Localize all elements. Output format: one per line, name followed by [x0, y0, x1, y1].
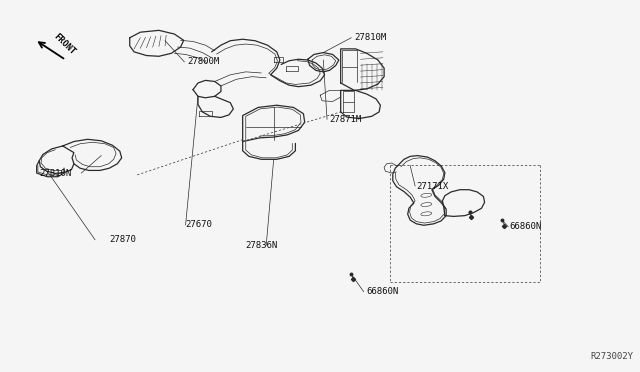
Text: 27836N: 27836N: [246, 241, 278, 250]
Text: 27870: 27870: [109, 235, 136, 244]
Text: 27670: 27670: [186, 221, 212, 230]
Text: 66860N: 66860N: [509, 222, 541, 231]
Text: 27810M: 27810M: [355, 33, 387, 42]
Text: R273002Y: R273002Y: [590, 352, 633, 361]
Text: 66860N: 66860N: [367, 287, 399, 296]
Text: 27800M: 27800M: [187, 57, 219, 66]
Text: 27871M: 27871M: [330, 115, 362, 124]
Text: 27171X: 27171X: [417, 182, 449, 190]
Text: FRONT: FRONT: [52, 32, 77, 57]
Text: 27810N: 27810N: [39, 169, 72, 177]
